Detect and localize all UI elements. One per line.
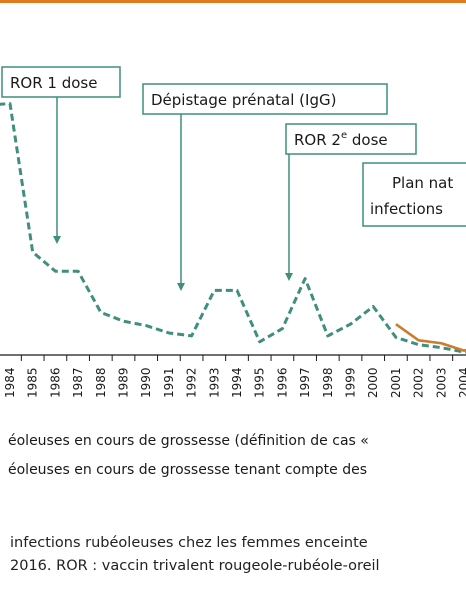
legend-line-1: éoleuses en cours de grossesse (définiti… xyxy=(0,433,466,449)
x-tick-label: 1998 xyxy=(321,367,335,398)
x-tick-label: 1987 xyxy=(71,367,85,398)
annotation-label: ROR 1 dose xyxy=(10,74,97,92)
top-frame-line xyxy=(0,0,466,3)
annotation-depistage-prenatal: Dépistage prénatal (IgG) xyxy=(142,83,388,291)
annotation-label: ROR 2e dose xyxy=(294,130,388,149)
annotation-label-suffix: dose xyxy=(347,131,388,149)
x-tick-label: 1999 xyxy=(344,367,358,398)
series-line-solid xyxy=(395,323,466,352)
x-tick-label: 2000 xyxy=(366,367,380,398)
x-tick-label: 1997 xyxy=(298,367,312,398)
annotation-superscript: e xyxy=(341,130,347,141)
x-tick-label: 1984 xyxy=(3,367,17,398)
annotation-box xyxy=(285,123,417,155)
x-tick-label: 2001 xyxy=(389,367,403,398)
legend-text-2: éoleuses en cours de grossesse tenant co… xyxy=(8,462,367,478)
x-tick-label: 2003 xyxy=(434,367,448,398)
plot-area: 1984 1985 1986 1987 1988 1989 1990 1991 1992 1993… xyxy=(0,102,466,398)
x-tick-label: 2002 xyxy=(412,367,426,398)
annotation-box xyxy=(142,83,388,115)
x-tick-label: 2004 xyxy=(457,367,466,398)
caption-text-1: infections rubéoleuses chez les femmes e… xyxy=(10,535,368,551)
annotation-label: Dépistage prénatal (IgG) xyxy=(151,91,336,109)
x-tick-label: 1991 xyxy=(162,367,176,398)
x-tick-label: 1995 xyxy=(253,367,267,398)
x-tick-label: 1989 xyxy=(117,367,131,398)
caption-text-2: 2016. ROR : vaccin trivalent rougeole-ru… xyxy=(10,558,380,574)
annotation-box xyxy=(362,162,466,227)
annotation-plan-national: Plan nat infections xyxy=(362,162,466,227)
annotation-ror-1-dose: ROR 1 dose xyxy=(1,66,121,244)
series-line-dashed xyxy=(0,102,466,354)
x-tick-label: 1993 xyxy=(207,367,221,398)
x-tick-label: 1992 xyxy=(185,367,199,398)
annotation-label-main: ROR 2 xyxy=(294,131,341,149)
legend-text-1: éoleuses en cours de grossesse (définiti… xyxy=(8,433,369,449)
rubella-line-chart: ROR 1 dose Dépistage prénatal (IgG) ROR … xyxy=(0,66,466,398)
x-tick-label: 1996 xyxy=(275,367,289,398)
x-tick-label: 1986 xyxy=(48,367,62,398)
annotation-box xyxy=(1,66,121,98)
caption-line-1: infections rubéoleuses chez les femmes e… xyxy=(0,535,466,551)
annotation-label-line2: infections xyxy=(370,200,443,218)
x-tick-label: 1990 xyxy=(139,367,153,398)
x-tick-label: 1988 xyxy=(94,367,108,398)
caption-line-2: 2016. ROR : vaccin trivalent rougeole-ru… xyxy=(0,558,466,574)
x-tick-label: 1985 xyxy=(26,367,40,398)
annotation-label: Plan nat xyxy=(392,174,453,192)
legend-line-2: éoleuses en cours de grossesse tenant co… xyxy=(0,462,466,478)
annotation-ror-2e-dose: ROR 2e dose xyxy=(285,123,417,281)
x-tick-label: 1994 xyxy=(230,367,244,398)
